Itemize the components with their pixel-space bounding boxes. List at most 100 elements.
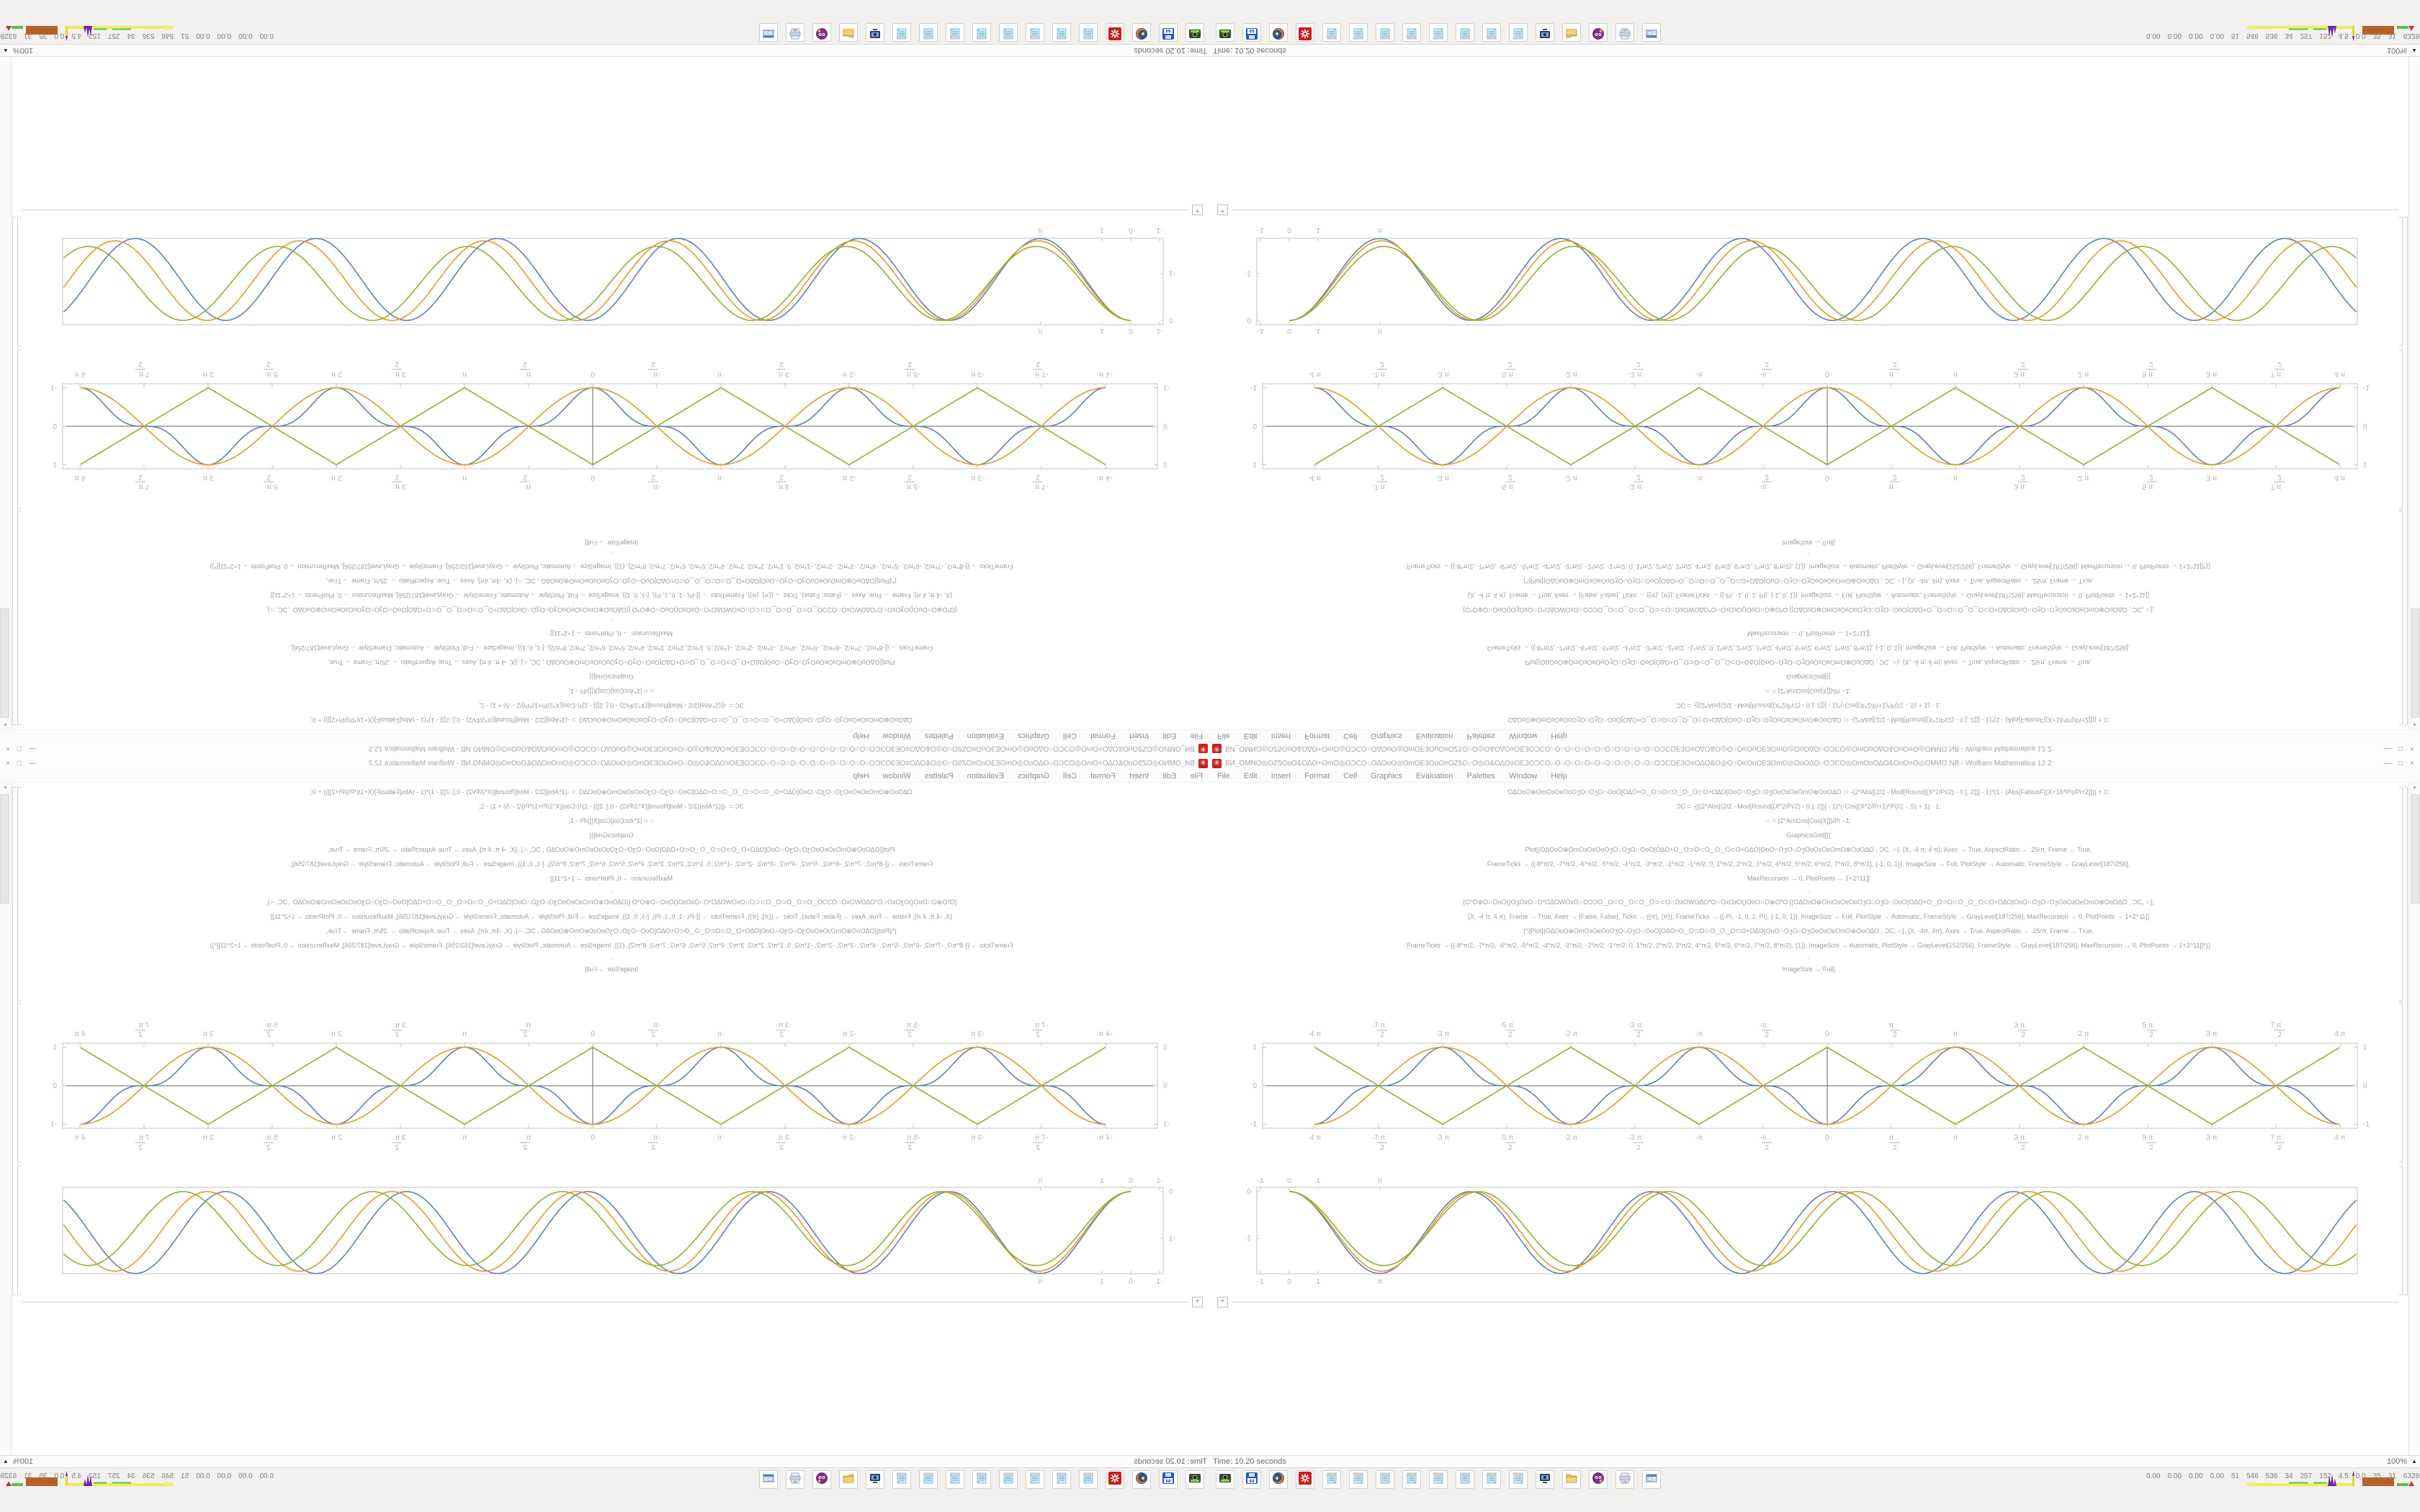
code-line[interactable]: MaxRecursion → 0, PlotPoints → 1+2^11]] — [550, 630, 673, 637]
mathematica-taskbar-button[interactable] — [1296, 1470, 1314, 1489]
code-line[interactable]: ∩ = (2*ArcCos[Cos[X]])/Pi - 1; — [568, 688, 655, 695]
maximize-button[interactable]: □ — [2398, 744, 2403, 753]
notepad-taskbar-button[interactable] — [1322, 1470, 1341, 1489]
media-app-taskbar-button[interactable] — [1589, 1470, 1608, 1489]
cell-bracket-group[interactable] — [12, 217, 16, 725]
vertical-scroll-thumb[interactable] — [0, 794, 9, 904]
code-line[interactable]: GraphicsGrid[{{ — [589, 832, 634, 839]
notepad-taskbar-button[interactable] — [1349, 23, 1368, 42]
code-line[interactable]: Plot[{ΟΔΟοΟ⊗ΟmΟɜΟeΟοΟʒΟ○ΟʒΟ∩ΟοΟ[ΟΔΟ+Ο‿Ο⊃… — [328, 846, 895, 853]
folder-taskbar-button[interactable] — [839, 23, 858, 42]
menu-format[interactable]: Format — [1090, 732, 1116, 740]
menu-format[interactable]: Format — [1304, 732, 1330, 740]
cell-bracket-group[interactable] — [2404, 217, 2408, 725]
code-line[interactable]: ΟΔΟοΟ⊗ΟmΟɜΟeΟοΟʒΟ○ΟʒΟ∩ΟοΟ[ΟΔΟ+Ο‿Ο⊃Ο⊂Ο‿Ο‿… — [310, 788, 913, 796]
code-line[interactable]: FrameTicks → {{-8*π/2, -7*π/2, -6*π/2, -… — [1407, 942, 2210, 949]
close-button[interactable]: × — [6, 759, 10, 768]
minimize-button[interactable]: — — [2384, 759, 2392, 768]
vertical-scrollbar[interactable]: ▲ ▼ — [0, 41, 12, 729]
menu-graphics[interactable]: Graphics — [1371, 732, 1403, 740]
mathematica-taskbar-button[interactable] — [1106, 1470, 1124, 1489]
insert-plus-icon[interactable]: + — [1217, 1297, 1228, 1308]
vertical-scroll-thumb[interactable] — [0, 608, 9, 718]
menu-file[interactable]: File — [1190, 772, 1203, 780]
menu-cell[interactable]: Cell — [1062, 732, 1077, 740]
cell-bracket-code[interactable] — [17, 510, 21, 725]
menu-evaluation[interactable]: Evaluation — [1416, 772, 1453, 780]
code-line[interactable]: Plot[{ΟΔΟοΟ⊗ΟmΟɜΟeΟοΟʒΟ○ΟʒΟ∩ΟοΟ[ΟΔΟ+Ο‿Ο⊃… — [1525, 846, 2092, 853]
code-line[interactable]: , — [1807, 954, 1810, 960]
vertical-scroll-thumb[interactable] — [2411, 608, 2420, 718]
menu-file[interactable]: File — [1217, 772, 1230, 780]
code-line[interactable]: MaxRecursion → 0, PlotPoints → 1+2^11]] — [550, 875, 673, 882]
code-line[interactable]: GraphicsGrid[{{ — [1786, 832, 1831, 839]
notepad-taskbar-button[interactable] — [972, 23, 991, 42]
code-line[interactable]: {Ο*Ο⊗Ο∩ΟοΟ()ΟʒΟxΟ∩Ο*ΟΔΟWΟxΟ∩ΟƆƆΟ‿Ο⊂Ο‿Ο⊂Ο… — [266, 899, 957, 906]
code-line[interactable]: ƆC = -(((2*Abs[(2/2 - Mod[Round[(X*2/Pi/… — [479, 803, 744, 810]
zoom-menu-arrow-icon[interactable]: ▲ — [2411, 1458, 2417, 1464]
screen-recorder-taskbar-button[interactable] — [866, 1470, 884, 1489]
menu-edit[interactable]: Edit — [1243, 772, 1258, 780]
notepad-taskbar-button[interactable] — [946, 23, 964, 42]
screenshot-tool-taskbar-button[interactable] — [1216, 23, 1234, 42]
window-app-taskbar-button[interactable] — [1642, 1470, 1661, 1489]
notepad-taskbar-button[interactable] — [1026, 23, 1044, 42]
code-line[interactable]: FrameTicks → {{-8*π/2, -7*π/2, -6*π/2, -… — [1487, 860, 2130, 868]
vertical-scrollbar[interactable]: ▲ ▼ — [0, 783, 12, 1471]
cell-bracket-plot-b[interactable] — [17, 1166, 21, 1295]
firefox-taskbar-button[interactable] — [1132, 1470, 1151, 1489]
printer-taskbar-button[interactable] — [1615, 1470, 1634, 1489]
notepad-taskbar-button[interactable] — [919, 1470, 938, 1489]
code-line[interactable]: ImageSize → Full] — [585, 966, 638, 973]
code-line[interactable]: (*{Plot[{ΟΔΟοΟ⊗ΟmΟɜΟeΟοΟʒΟ○ΟʒΟ∩ΟοΟ[ΟΔΟ+Ο… — [1523, 577, 2094, 585]
mathematica-taskbar-button[interactable] — [1296, 23, 1314, 42]
code-line[interactable]: ΟΔΟοΟ⊗ΟmΟɜΟeΟοΟʒΟ○ΟʒΟ∩ΟοΟ[ΟΔΟ+Ο‿Ο⊃Ο⊂Ο‿Ο‿… — [1507, 716, 2110, 724]
zoom-menu-arrow-icon[interactable]: ▲ — [3, 48, 9, 54]
notepad-taskbar-button[interactable] — [972, 1470, 991, 1489]
zoom-menu-arrow-icon[interactable]: ▲ — [2411, 48, 2417, 54]
notepad-taskbar-button[interactable] — [919, 23, 938, 42]
menu-edit[interactable]: Edit — [1162, 772, 1177, 780]
code-line[interactable]: (*{Plot[{ΟΔΟοΟ⊗ΟmΟɜΟeΟοΟʒΟ○ΟʒΟ∩ΟοΟ[ΟΔΟ+Ο… — [1523, 927, 2094, 935]
menu-insert[interactable]: Insert — [1129, 732, 1150, 740]
code-line[interactable]: FrameTicks → {{-8*π/2, -7*π/2, -6*π/2, -… — [1407, 563, 2210, 570]
menu-file[interactable]: File — [1190, 732, 1203, 740]
minimize-button[interactable]: — — [2384, 744, 2392, 753]
cell-bracket-plot-a[interactable] — [2399, 349, 2403, 509]
menu-palettes[interactable]: Palettes — [924, 772, 954, 780]
cell-bracket-plot-b[interactable] — [2399, 1166, 2403, 1295]
code-line[interactable]: ∩ = (2*ArcCos[Cos[X]])/Pi - 1; — [568, 817, 655, 824]
menu-edit[interactable]: Edit — [1243, 732, 1258, 740]
media-app-taskbar-button[interactable] — [812, 1470, 831, 1489]
notepad-taskbar-button[interactable] — [1509, 1470, 1528, 1489]
code-line[interactable]: GraphicsGrid[{{ — [1786, 673, 1831, 680]
cell-insert-bar[interactable]: + — [1210, 204, 2407, 215]
code-line[interactable]: FrameTicks → {{-8*π/2, -7*π/2, -6*π/2, -… — [210, 563, 1013, 570]
code-line[interactable]: {Ο*Ο⊗Ο∩ΟοΟ()ΟʒΟxΟ∩Ο*ΟΔΟWΟxΟ∩ΟƆƆΟ‿Ο⊂Ο‿Ο⊂Ο… — [1463, 899, 2154, 906]
window-app-taskbar-button[interactable] — [759, 1470, 778, 1489]
code-line[interactable]: (*{Plot[{ΟΔΟοΟ⊗ΟmΟɜΟeΟοΟʒΟ○ΟʒΟ∩ΟοΟ[ΟΔΟ+Ο… — [326, 577, 897, 585]
insert-plus-icon[interactable]: + — [1192, 1297, 1203, 1308]
screenshot-tool-taskbar-button[interactable] — [1186, 23, 1204, 42]
window-titlebar[interactable]: ΒИ_ΟΜΝΟ◎ΟΖ5ΟοΟ&ΟΔΟ+ΟmΟ◎ΟƆCΟ○ΟΔΟοΟ◎ΟmΟΕ3Ο… — [1210, 756, 2420, 770]
cell-bracket-plot-a[interactable] — [17, 349, 21, 509]
menu-palettes[interactable]: Palettes — [1466, 732, 1496, 740]
menu-insert[interactable]: Insert — [1270, 732, 1291, 740]
cell-bracket-plot-b[interactable] — [17, 217, 21, 346]
media-app-taskbar-button[interactable] — [1589, 23, 1608, 42]
zoom-level-label[interactable]: 100% — [2386, 46, 2408, 55]
code-line[interactable]: ∩ = (2*ArcCos[Cos[X]])/Pi - 1; — [1765, 688, 1852, 695]
insert-plus-icon[interactable]: + — [1192, 204, 1203, 215]
code-line[interactable]: {X, -4 π, 4 π}, Frame → True, Axes → {Fa… — [270, 913, 953, 920]
minimize-button[interactable]: — — [28, 744, 36, 753]
menu-palettes[interactable]: Palettes — [924, 732, 954, 740]
menu-window[interactable]: Window — [882, 772, 911, 780]
folder-taskbar-button[interactable] — [1562, 23, 1581, 42]
vertical-scroll-thumb[interactable] — [2411, 794, 2420, 904]
window-app-taskbar-button[interactable] — [1642, 23, 1661, 42]
code-line[interactable]: , — [610, 552, 613, 558]
menu-palettes[interactable]: Palettes — [1466, 772, 1496, 780]
notepad-taskbar-button[interactable] — [1429, 23, 1448, 42]
scroll-up-icon[interactable]: ▲ — [3, 722, 8, 727]
notepad-taskbar-button[interactable] — [1052, 1470, 1071, 1489]
